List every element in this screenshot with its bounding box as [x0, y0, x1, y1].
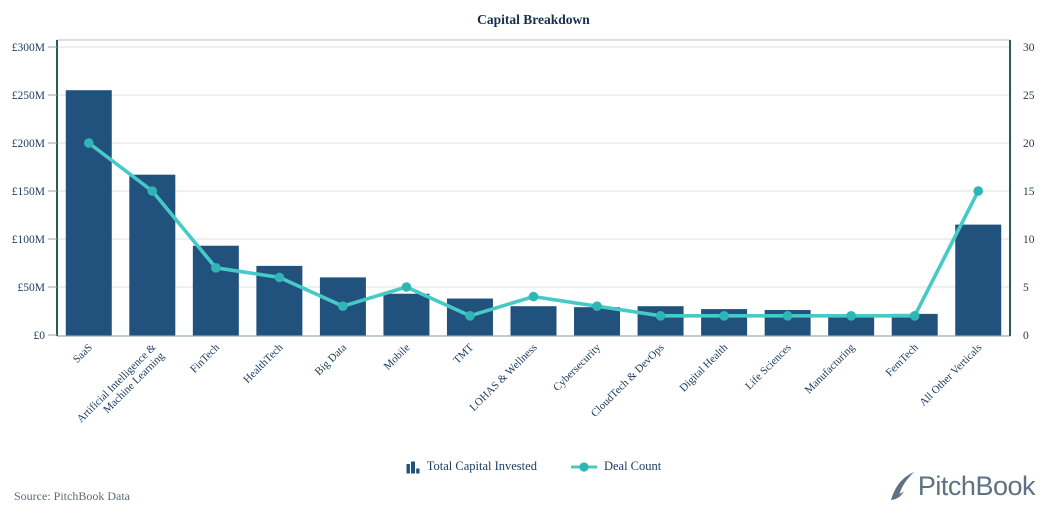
y-axis-tick-label-left: £50M	[18, 282, 45, 294]
deal-count-point	[973, 186, 984, 196]
pitchbook-logo-text: PitchBook	[917, 470, 1036, 501]
x-axis-label: SaaS	[71, 342, 95, 366]
bar-total-capital	[129, 174, 176, 336]
source-attribution: Source: PitchBook Data	[14, 489, 130, 503]
x-axis-label: FinTech	[188, 341, 222, 375]
x-axis-label: Cybersecurity	[551, 341, 603, 393]
y-axis-tick-label-right: 30	[1023, 42, 1035, 54]
y-axis-tick-label-left: £100M	[12, 234, 45, 246]
deal-count-point	[401, 282, 412, 292]
deal-count-point	[782, 311, 793, 321]
bar-total-capital	[383, 293, 430, 336]
legend-label-deal-count: Deal Count	[603, 459, 662, 473]
bar-total-capital	[828, 316, 875, 336]
y-axis-tick-label-right: 25	[1023, 90, 1035, 102]
x-axis-label: HealthTech	[241, 341, 286, 386]
y-axis-tick-label-right: 15	[1023, 186, 1035, 198]
deal-count-point	[465, 311, 475, 321]
deal-count-point	[147, 186, 158, 196]
deal-count-point	[719, 311, 729, 321]
legend-label-total-capital: Total Capital Invested	[426, 459, 537, 473]
deal-count-point	[655, 311, 666, 321]
bar-total-capital	[574, 307, 621, 336]
bar-total-capital	[955, 224, 1002, 336]
quill-icon	[890, 472, 914, 500]
chart-legend: Total Capital Invested Deal Count	[57, 459, 1010, 474]
line-with-dot-icon	[570, 461, 597, 472]
y-axis-tick-label-left: £0	[34, 330, 46, 342]
y-axis-tick-label-right: 10	[1023, 234, 1035, 246]
mini-bar-chart-icon	[406, 461, 420, 473]
bar-total-capital	[65, 90, 112, 336]
x-axis-label: FemTech	[883, 341, 921, 379]
pitchbook-logo: PitchBook	[888, 470, 1036, 502]
x-axis-label: LOHAS & Wellness	[468, 342, 540, 414]
deal-count-point	[338, 301, 348, 312]
y-axis-tick-label-left: £150M	[12, 186, 45, 198]
x-axis-label: Manufacturing	[803, 341, 858, 396]
y-axis-tick-label-left: £200M	[12, 138, 45, 150]
deal-count-point	[83, 138, 94, 148]
deal-count-point	[909, 311, 920, 321]
x-axis-label: Life Sciences	[743, 342, 794, 393]
x-axis-label: Mobile	[382, 342, 413, 373]
bar-total-capital	[192, 245, 239, 336]
x-axis-label: CloudTech & DevOps	[589, 342, 667, 420]
legend-item-total-capital: Total Capital Invested	[406, 459, 537, 474]
deal-count-point	[592, 301, 602, 312]
deal-count-point	[846, 311, 856, 321]
legend-item-deal-count: Deal Count	[570, 459, 662, 474]
x-axis-label: Digital Health	[677, 341, 730, 394]
x-axis-label: Big Data	[313, 342, 349, 378]
chart-title: Capital Breakdown	[477, 12, 590, 27]
deal-count-point	[211, 263, 221, 273]
y-axis-tick-label-right: 20	[1023, 138, 1035, 150]
bar-total-capital	[637, 306, 684, 336]
y-axis-tick-label-right: 5	[1023, 282, 1029, 294]
y-axis-tick-label-left: £250M	[12, 90, 45, 102]
bar-total-capital	[510, 306, 557, 336]
bar-total-capital	[891, 313, 938, 336]
y-axis-tick-label-right: 0	[1023, 330, 1029, 342]
x-axis-label: All Other Verticals	[917, 342, 984, 409]
y-axis-tick-label-left: £300M	[12, 42, 45, 54]
x-axis-label: TMT	[451, 341, 476, 366]
deal-count-point	[528, 291, 539, 302]
chart-plot: £0 £50M £100M £150M £200M £250M £300M 0 5 10 15 20 2…	[12, 39, 1035, 425]
deal-count-point	[274, 272, 285, 283]
